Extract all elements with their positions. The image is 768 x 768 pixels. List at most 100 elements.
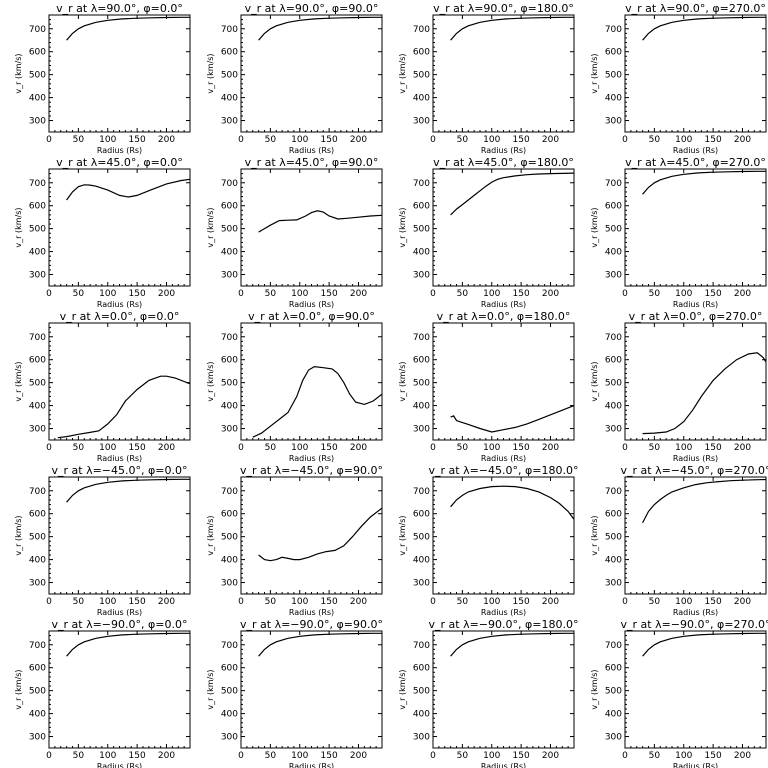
y-axis-label: v_r (km/s) <box>206 53 215 93</box>
x-tick-label: 100 <box>483 443 500 453</box>
y-tick-label: 600 <box>413 664 430 674</box>
plot-frame <box>48 322 191 441</box>
y-tick-label: 700 <box>413 179 430 189</box>
chart-panel-4-1: v_r at λ=−90.0°, φ=90.0° 0 50 100 150 200 300 4… <box>206 618 383 768</box>
chart-title: v_r at λ=45.0°, φ=180.0° <box>433 156 574 169</box>
y-tick-label: 300 <box>29 117 46 127</box>
chart-panel-4-0: v_r at λ=−90.0°, φ=0.0° 0 50 100 150 200 300 40… <box>14 618 191 768</box>
y-tick-label: 400 <box>605 94 622 104</box>
x-tick-label: 50 <box>265 135 277 145</box>
y-tick-label: 300 <box>221 271 238 281</box>
y-tick-label: 400 <box>413 710 430 720</box>
x-tick-label: 100 <box>99 751 116 761</box>
y-tick-label: 600 <box>221 664 238 674</box>
x-axis-label: Radius (Rs) <box>481 300 526 309</box>
y-tick-label: 300 <box>29 579 46 589</box>
x-tick-label: 150 <box>321 135 338 145</box>
x-tick-label: 100 <box>291 751 308 761</box>
x-tick-label: 50 <box>73 751 85 761</box>
y-tick-label: 500 <box>29 687 46 697</box>
y-tick-label: 500 <box>29 379 46 389</box>
y-tick-label: 300 <box>605 733 622 743</box>
series-line-0 <box>450 172 575 216</box>
x-tick-label: 0 <box>46 751 52 761</box>
x-tick-label: 0 <box>622 443 628 453</box>
series-line-0 <box>57 375 191 439</box>
x-axis-label: Radius (Rs) <box>289 300 334 309</box>
plot-frame <box>624 630 767 749</box>
chart-title: v_r at λ=0.0°, φ=90.0° <box>248 310 375 323</box>
chart-panel-2-3: v_r at λ=0.0°, φ=270.0° 0 50 100 150 200 300 40… <box>590 310 767 463</box>
chart-panel-4-3: v_r at λ=−90.0°, φ=270.0° 0 50 100 150 200 300… <box>590 618 768 768</box>
x-tick-label: 150 <box>129 597 146 607</box>
y-tick-label: 700 <box>29 333 46 343</box>
x-tick-label: 0 <box>430 289 436 299</box>
plot-frame <box>432 14 575 133</box>
x-tick-label: 150 <box>705 751 722 761</box>
x-tick-label: 0 <box>430 135 436 145</box>
x-axis-label: Radius (Rs) <box>673 300 718 309</box>
x-tick-label: 0 <box>238 597 244 607</box>
x-tick-label: 50 <box>73 597 85 607</box>
y-tick-label: 300 <box>413 579 430 589</box>
y-tick-label: 700 <box>605 641 622 651</box>
x-tick-label: 200 <box>158 135 175 145</box>
series-line-0 <box>258 632 382 657</box>
x-tick-label: 200 <box>734 289 751 299</box>
x-tick-label: 150 <box>513 443 530 453</box>
y-tick-label: 500 <box>29 533 46 543</box>
y-tick-label: 400 <box>29 94 46 104</box>
x-tick-label: 100 <box>483 751 500 761</box>
y-axis-label: v_r (km/s) <box>398 361 407 401</box>
y-tick-label: 500 <box>413 225 430 235</box>
plot-frame <box>240 476 383 595</box>
plot-frame <box>240 14 383 133</box>
y-tick-label: 500 <box>605 379 622 389</box>
y-tick-label: 300 <box>221 579 238 589</box>
y-tick-label: 400 <box>221 94 238 104</box>
x-tick-label: 200 <box>350 443 367 453</box>
x-axis-label: Radius (Rs) <box>481 608 526 617</box>
chart-title: v_r at λ=−90.0°, φ=90.0° <box>240 618 383 631</box>
x-tick-label: 50 <box>265 751 277 761</box>
x-tick-label: 0 <box>430 751 436 761</box>
chart-title: v_r at λ=0.0°, φ=180.0° <box>437 310 571 323</box>
y-axis-label: v_r (km/s) <box>14 515 23 555</box>
chart-panel-1-2: v_r at λ=45.0°, φ=180.0° 0 50 100 150 200 300 4… <box>398 156 575 309</box>
x-tick-label: 150 <box>129 135 146 145</box>
chart-panel-2-1: v_r at λ=0.0°, φ=90.0° 0 50 100 150 200 300 400… <box>206 310 383 463</box>
y-tick-label: 300 <box>221 733 238 743</box>
series-line-0 <box>66 178 191 201</box>
plot-frame <box>240 168 383 287</box>
y-tick-label: 400 <box>221 556 238 566</box>
plot-frame <box>624 322 767 441</box>
chart-title: v_r at λ=90.0°, φ=90.0° <box>245 2 379 15</box>
x-tick-label: 100 <box>675 443 692 453</box>
x-tick-label: 200 <box>734 597 751 607</box>
x-tick-label: 200 <box>542 597 559 607</box>
plot-frame <box>432 630 575 749</box>
x-tick-label: 150 <box>705 135 722 145</box>
x-tick-label: 0 <box>622 597 628 607</box>
y-tick-label: 300 <box>605 117 622 127</box>
x-tick-label: 100 <box>675 135 692 145</box>
x-tick-label: 100 <box>291 135 308 145</box>
plot-frame <box>240 630 383 749</box>
y-tick-label: 400 <box>413 94 430 104</box>
chart-panel-1-1: v_r at λ=45.0°, φ=90.0° 0 50 100 150 200 300 40… <box>206 156 383 309</box>
y-tick-label: 400 <box>221 402 238 412</box>
y-tick-label: 500 <box>221 533 238 543</box>
x-tick-label: 100 <box>99 289 116 299</box>
plot-frame <box>432 168 575 287</box>
chart-panel-3-2: v_r at λ=−45.0°, φ=180.0° 0 50 100 150 200 300… <box>398 464 578 617</box>
chart-title: v_r at λ=−45.0°, φ=270.0° <box>621 464 768 477</box>
x-tick-label: 0 <box>622 135 628 145</box>
y-tick-label: 400 <box>221 710 238 720</box>
x-tick-label: 50 <box>73 289 85 299</box>
x-tick-label: 200 <box>542 443 559 453</box>
x-tick-label: 0 <box>622 289 628 299</box>
y-axis-label: v_r (km/s) <box>590 53 599 93</box>
x-axis-label: Radius (Rs) <box>481 454 526 463</box>
x-tick-label: 150 <box>321 443 338 453</box>
x-tick-label: 200 <box>542 751 559 761</box>
